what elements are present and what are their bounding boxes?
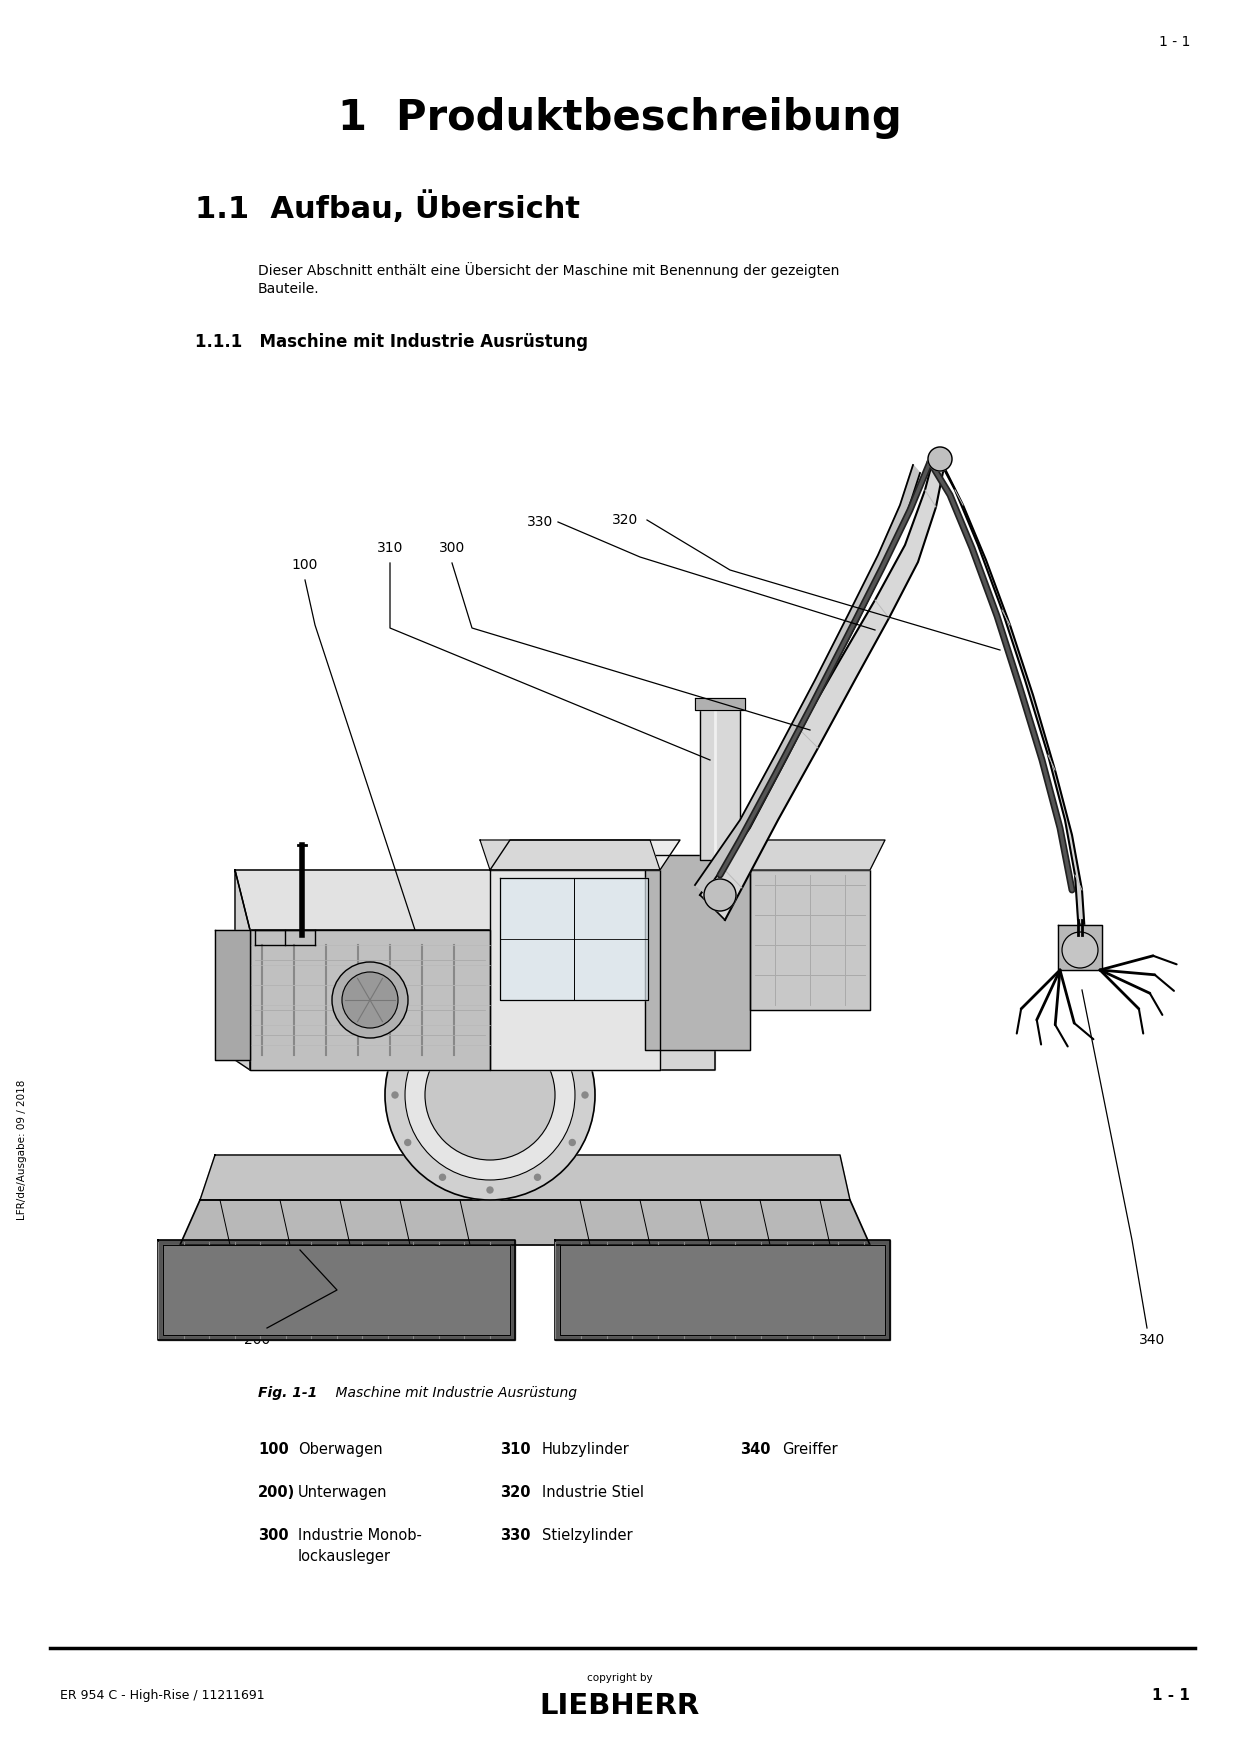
Polygon shape xyxy=(560,1244,885,1336)
Text: LIEBHERR: LIEBHERR xyxy=(539,1692,701,1720)
Text: 300: 300 xyxy=(439,541,465,555)
Circle shape xyxy=(534,1174,541,1181)
Polygon shape xyxy=(935,453,1085,935)
Text: Hubzylinder: Hubzylinder xyxy=(542,1443,630,1457)
Polygon shape xyxy=(750,841,885,870)
Polygon shape xyxy=(701,453,944,920)
Polygon shape xyxy=(157,1241,515,1341)
Polygon shape xyxy=(236,870,715,930)
Circle shape xyxy=(928,448,952,470)
Text: 100: 100 xyxy=(291,558,319,572)
Polygon shape xyxy=(694,698,745,711)
Text: 320: 320 xyxy=(611,512,639,526)
Text: 300: 300 xyxy=(258,1529,289,1543)
Circle shape xyxy=(392,1092,398,1099)
Text: Fig. 1-1: Fig. 1-1 xyxy=(258,1386,317,1400)
Text: 1.1  Aufbau, Übersicht: 1.1 Aufbau, Übersicht xyxy=(195,191,580,225)
Text: Industrie Monob-
lockausleger: Industrie Monob- lockausleger xyxy=(298,1529,422,1564)
Circle shape xyxy=(405,1009,575,1179)
Text: Industrie Stiel: Industrie Stiel xyxy=(542,1485,644,1501)
Polygon shape xyxy=(701,700,740,860)
Polygon shape xyxy=(236,870,250,1071)
Text: Greiffer: Greiffer xyxy=(782,1443,838,1457)
Text: Unterwagen: Unterwagen xyxy=(298,1485,387,1501)
Circle shape xyxy=(487,997,494,1004)
Circle shape xyxy=(404,1139,410,1146)
Text: 310: 310 xyxy=(500,1443,531,1457)
Text: Oberwagen: Oberwagen xyxy=(298,1443,383,1457)
Circle shape xyxy=(332,962,408,1037)
Text: 330: 330 xyxy=(500,1529,531,1543)
Circle shape xyxy=(704,879,737,911)
Circle shape xyxy=(1061,932,1097,969)
Circle shape xyxy=(439,1174,445,1181)
Polygon shape xyxy=(750,870,870,1009)
Polygon shape xyxy=(180,1200,870,1244)
Polygon shape xyxy=(694,465,920,893)
Text: 1 - 1: 1 - 1 xyxy=(1158,35,1190,49)
Circle shape xyxy=(582,1092,588,1099)
Text: LFR/de/Ausgabe: 09 / 2018: LFR/de/Ausgabe: 09 / 2018 xyxy=(17,1079,27,1220)
Circle shape xyxy=(384,990,595,1200)
Polygon shape xyxy=(1058,925,1102,971)
Text: Bauteile.: Bauteile. xyxy=(258,283,320,297)
Circle shape xyxy=(534,1009,541,1016)
Text: Stielzylinder: Stielzylinder xyxy=(542,1529,632,1543)
Text: 330: 330 xyxy=(527,514,553,528)
Circle shape xyxy=(404,1044,410,1051)
Polygon shape xyxy=(250,930,490,1071)
Text: 1 - 1: 1 - 1 xyxy=(1152,1688,1190,1704)
Text: copyright by: copyright by xyxy=(588,1673,652,1683)
Text: 310: 310 xyxy=(377,541,403,555)
Text: Maschine mit Industrie Ausrüstung: Maschine mit Industrie Ausrüstung xyxy=(317,1386,577,1400)
Text: Dieser Abschnitt enthält eine Übersicht der Maschine mit Benennung der gezeigten: Dieser Abschnitt enthält eine Übersicht … xyxy=(258,261,839,277)
Text: 200): 200) xyxy=(258,1485,295,1501)
Text: 320: 320 xyxy=(500,1485,531,1501)
Circle shape xyxy=(569,1044,575,1051)
Text: 200: 200 xyxy=(244,1334,270,1348)
Polygon shape xyxy=(500,878,649,1000)
Polygon shape xyxy=(556,1241,890,1341)
Text: ER 954 C - High-Rise / 11211691: ER 954 C - High-Rise / 11211691 xyxy=(60,1690,264,1702)
Polygon shape xyxy=(490,870,660,1071)
Text: 340: 340 xyxy=(740,1443,770,1457)
Circle shape xyxy=(569,1139,575,1146)
Polygon shape xyxy=(480,841,660,870)
Polygon shape xyxy=(215,930,250,1060)
Text: 340: 340 xyxy=(1138,1334,1166,1348)
Circle shape xyxy=(342,972,398,1028)
Circle shape xyxy=(487,1186,494,1193)
Polygon shape xyxy=(490,841,680,870)
Polygon shape xyxy=(200,1155,849,1200)
Text: 1.1.1   Maschine mit Industrie Ausrüstung: 1.1.1 Maschine mit Industrie Ausrüstung xyxy=(195,333,588,351)
Polygon shape xyxy=(162,1244,510,1336)
Text: 100: 100 xyxy=(258,1443,289,1457)
Circle shape xyxy=(439,1009,445,1016)
Text: 1  Produktbeschreibung: 1 Produktbeschreibung xyxy=(339,97,901,139)
Polygon shape xyxy=(250,930,715,1071)
Circle shape xyxy=(425,1030,556,1160)
Polygon shape xyxy=(645,855,750,1049)
